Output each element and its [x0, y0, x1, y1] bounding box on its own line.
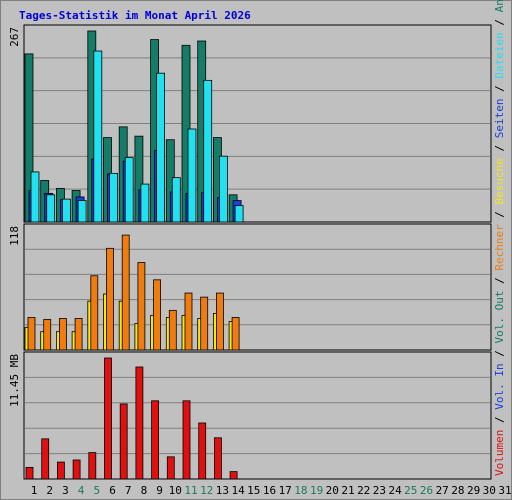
y-axis-max-label: 11.45 MB: [8, 354, 21, 407]
x-tick-label-day: 14: [231, 484, 245, 497]
y-axis-max-label: 118: [8, 226, 21, 246]
bar-dateien-day-4: [77, 200, 87, 223]
bar-dateien-day-11: [187, 128, 197, 223]
bar-rechner-day-3: [59, 318, 67, 351]
x-tick-label-day: 26: [420, 484, 433, 497]
legend-separator: /: [493, 410, 506, 430]
bar-dateien-day-10: [171, 177, 181, 223]
legend-entry: Vol. Out: [493, 291, 506, 344]
bar-volumen-day-7: [119, 403, 128, 480]
bar-dateien-day-3: [62, 198, 71, 223]
x-tick-label-day: 11: [184, 484, 197, 497]
bar-dateien-day-9: [156, 72, 166, 223]
bar-volumen-day-1: [25, 466, 34, 480]
bar-rechner-day-1: [27, 317, 36, 351]
bar-rechner-day-12: [200, 296, 209, 351]
bar-rechner-day-13: [215, 292, 224, 351]
legend-entry: Seiten: [493, 98, 506, 138]
x-tick-label-day: 29: [467, 484, 480, 497]
bar-rechner-day-14: [231, 317, 240, 351]
bar-rechner-day-8: [137, 262, 146, 351]
x-tick-label-day: 25: [404, 484, 417, 497]
bar-dateien-day-8: [140, 183, 150, 223]
x-tick-label-day: 5: [93, 484, 100, 497]
legend-vertical: Volumen / Vol. In / Vol. Out / Rechner /…: [493, 0, 506, 476]
bar-volumen-day-9: [151, 400, 160, 480]
legend-separator: /: [493, 344, 506, 364]
x-tick-label-day: 20: [326, 484, 339, 497]
x-tick-label-day: 19: [310, 484, 323, 497]
bar-volumen-day-6: [104, 357, 112, 480]
bar-dateien-day-12: [203, 79, 213, 223]
x-tick-label-day: 28: [451, 484, 464, 497]
legend-entry: Rechner: [493, 224, 506, 271]
bar-rechner-day-9: [153, 279, 162, 351]
legend-separator: /: [493, 12, 506, 32]
bar-volumen-day-11: [182, 400, 191, 480]
bar-dateien-day-6: [109, 172, 118, 223]
bar-volumen-day-10: [166, 456, 175, 480]
bar-rechner-day-5: [90, 275, 99, 351]
bar-volumen-day-8: [135, 366, 144, 480]
legend-text: Volumen / Vol. In / Vol. Out / Rechner /…: [493, 0, 506, 476]
bar-volumen-day-2: [41, 438, 50, 480]
x-tick-label-day: 2: [46, 484, 53, 497]
legend-entry: Besuche: [493, 158, 506, 204]
x-tick-label-day: 23: [373, 484, 386, 497]
x-tick-label-day: 9: [156, 484, 163, 497]
x-tick-label-day: 1: [31, 484, 38, 497]
x-tick-label-day: 30: [483, 484, 496, 497]
bar-dateien-day-1: [30, 171, 40, 223]
bar-dateien-day-14: [234, 205, 244, 223]
x-tick-label-day: 13: [216, 484, 229, 497]
bar-volumen-day-14: [229, 471, 238, 480]
x-tick-label-day: 4: [78, 484, 85, 497]
y-axis-max-label: 267: [8, 27, 21, 47]
x-tick-label-day: 27: [436, 484, 449, 497]
x-tick-label-day: 24: [388, 484, 402, 497]
bar-volumen-day-12: [198, 422, 207, 480]
x-tick-label-day: 12: [200, 484, 213, 497]
legend-separator: /: [493, 271, 506, 291]
legend-entry: Vol. In: [493, 363, 506, 409]
bar-volumen-day-4: [72, 459, 81, 480]
legend-entry: Anfragen: [493, 0, 506, 12]
x-tick-label-day: 8: [141, 484, 148, 497]
x-tick-label-day: 16: [263, 484, 276, 497]
bar-volumen-day-13: [213, 437, 222, 480]
bar-rechner-day-10: [168, 309, 177, 351]
page-title: Tages-Statistik im Monat April 2026: [19, 9, 251, 22]
bar-rechner-day-4: [74, 318, 83, 351]
x-tick-label-day: 31: [498, 484, 511, 497]
bar-volumen-day-3: [57, 461, 65, 480]
panel-frame: [23, 351, 492, 480]
bar-rechner-day-11: [184, 292, 193, 351]
bar-dateien-day-2: [46, 194, 56, 223]
x-tick-label-day: 18: [294, 484, 307, 497]
x-tick-label-day: 21: [341, 484, 354, 497]
x-tick-label-day: 15: [247, 484, 260, 497]
legend-separator: /: [493, 204, 506, 224]
bar-dateien-day-13: [218, 155, 228, 223]
x-tick-label-day: 3: [62, 484, 69, 497]
x-tick-label-day: 7: [125, 484, 132, 497]
x-tick-label-day: 6: [109, 484, 116, 497]
panel-frame: [23, 223, 492, 351]
bar-rechner-day-7: [121, 234, 130, 351]
bar-rechner-day-2: [43, 319, 52, 351]
bar-dateien-day-5: [93, 50, 103, 223]
bar-rechner-day-6: [106, 247, 114, 351]
legend-entry: Volumen: [493, 430, 506, 476]
x-tick-label-day: 17: [279, 484, 292, 497]
legend-separator: /: [493, 79, 506, 99]
bar-volumen-day-5: [88, 452, 97, 480]
bar-dateien-day-7: [124, 157, 134, 223]
x-tick-label-day: 22: [357, 484, 370, 497]
x-tick-label-day: 10: [169, 484, 182, 497]
legend-separator: /: [493, 138, 506, 158]
legend-entry: Dateien: [493, 32, 506, 78]
